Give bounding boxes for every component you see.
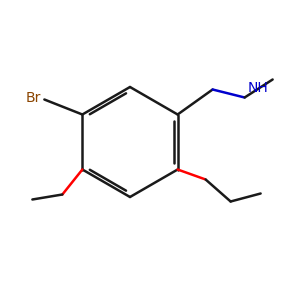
Text: NH: NH: [248, 82, 268, 95]
Text: Br: Br: [26, 92, 41, 106]
